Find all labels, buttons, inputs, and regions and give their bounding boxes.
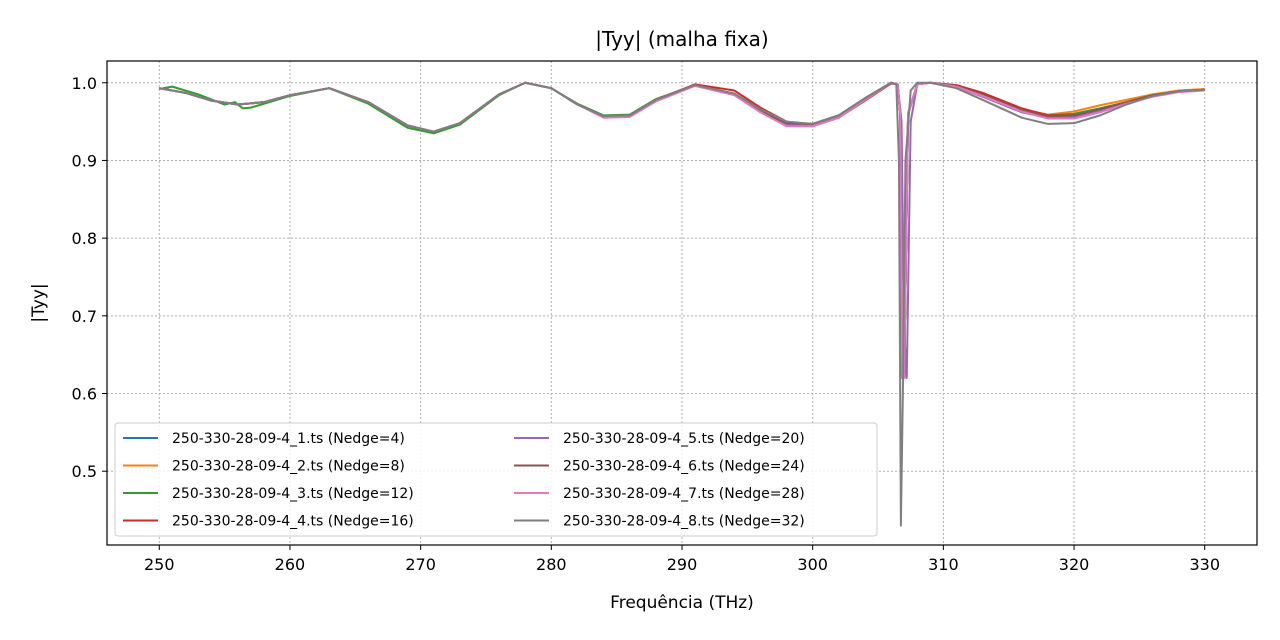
y-tick-label: 0.9	[72, 151, 97, 170]
x-tick-label: 320	[1059, 555, 1090, 574]
x-axis-label: Frequência (THz)	[610, 593, 754, 613]
grid	[107, 61, 1257, 545]
x-tick-label: 280	[536, 555, 567, 574]
x-tick-label: 290	[667, 555, 698, 574]
y-tick-label: 0.5	[72, 462, 97, 481]
y-tick-label: 1.0	[72, 74, 97, 93]
x-tick-label: 330	[1189, 555, 1220, 574]
legend-label-6: 250-330-28-09-4_6.ts (Nedge=24)	[563, 459, 805, 475]
y-axis-label: |Tyy|	[29, 283, 49, 322]
legend-label-3: 250-330-28-09-4_3.ts (Nedge=12)	[172, 486, 414, 502]
y-axis: 0.5 0.6 0.7 0.8 0.9 1.0	[72, 74, 107, 481]
series-lines	[159, 81, 1205, 527]
y-tick-label: 0.7	[72, 307, 97, 326]
legend-label-2: 250-330-28-09-4_2.ts (Nedge=8)	[172, 459, 405, 475]
legend-label-4: 250-330-28-09-4_4.ts (Nedge=16)	[172, 514, 414, 530]
y-tick-label: 0.6	[72, 385, 97, 404]
series-line-8	[159, 81, 1205, 527]
x-tick-label: 250	[144, 555, 175, 574]
y-tick-label: 0.8	[72, 229, 97, 248]
x-tick-label: 310	[928, 555, 959, 574]
legend: 250-330-28-09-4_1.ts (Nedge=4) 250-330-28…	[114, 422, 878, 537]
x-axis: 250 260 270 280 290 300 310 320 330	[144, 545, 1220, 574]
legend-label-5: 250-330-28-09-4_5.ts (Nedge=20)	[563, 431, 805, 447]
legend-box	[114, 422, 878, 537]
x-tick-label: 270	[405, 555, 436, 574]
legend-label-7: 250-330-28-09-4_7.ts (Nedge=28)	[563, 486, 805, 502]
legend-label-1: 250-330-28-09-4_1.ts (Nedge=4)	[172, 431, 405, 447]
x-tick-label: 260	[275, 555, 306, 574]
chart-title: |Tyy| (malha fixa)	[595, 27, 769, 51]
legend-label-8: 250-330-28-09-4_8.ts (Nedge=32)	[563, 514, 805, 530]
x-tick-label: 300	[797, 555, 828, 574]
